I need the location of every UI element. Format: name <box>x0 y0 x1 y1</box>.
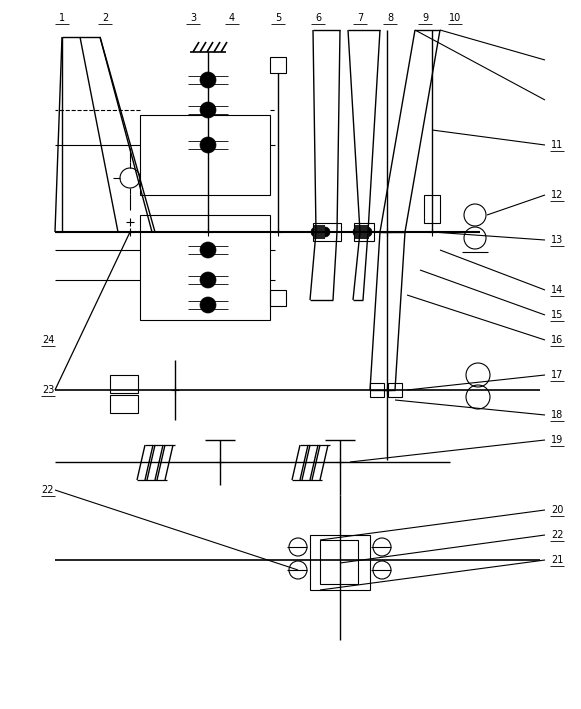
Text: 5: 5 <box>275 13 281 23</box>
Circle shape <box>200 102 216 118</box>
Text: 15: 15 <box>551 310 563 320</box>
Circle shape <box>200 242 216 258</box>
Bar <box>320 540 358 584</box>
Circle shape <box>362 227 372 237</box>
Bar <box>313 225 325 239</box>
Bar <box>313 223 341 241</box>
Text: 6: 6 <box>315 13 321 23</box>
Text: 2: 2 <box>102 13 108 23</box>
Circle shape <box>200 272 216 288</box>
Circle shape <box>311 227 321 237</box>
Circle shape <box>200 72 216 88</box>
Text: 20: 20 <box>551 505 563 515</box>
Bar <box>140 115 270 195</box>
Bar <box>270 290 286 306</box>
Bar <box>388 383 402 397</box>
Circle shape <box>200 137 216 153</box>
Text: 18: 18 <box>551 410 563 420</box>
Text: 12: 12 <box>551 190 563 200</box>
Text: 21: 21 <box>551 555 563 565</box>
Text: 24: 24 <box>42 335 54 345</box>
Text: 7: 7 <box>357 13 363 23</box>
Bar <box>370 383 384 397</box>
Circle shape <box>353 227 363 237</box>
Text: 22: 22 <box>42 485 54 495</box>
Bar <box>270 57 286 73</box>
Text: 14: 14 <box>551 285 563 295</box>
Bar <box>110 375 138 393</box>
Text: 9: 9 <box>422 13 428 23</box>
Text: 4: 4 <box>229 13 235 23</box>
Text: 19: 19 <box>551 435 563 445</box>
Circle shape <box>320 227 330 237</box>
Text: 13: 13 <box>551 235 563 245</box>
Text: 11: 11 <box>551 140 563 150</box>
Bar <box>354 225 369 239</box>
Text: 23: 23 <box>42 385 54 395</box>
Bar <box>354 223 374 241</box>
Text: 22: 22 <box>551 530 563 540</box>
Text: 17: 17 <box>551 370 563 380</box>
Bar <box>140 215 270 320</box>
Bar <box>110 395 138 413</box>
Circle shape <box>200 297 216 313</box>
Bar <box>424 195 440 223</box>
Bar <box>310 535 370 590</box>
Text: 10: 10 <box>449 13 461 23</box>
Text: 3: 3 <box>190 13 196 23</box>
Text: 1: 1 <box>59 13 65 23</box>
Text: 16: 16 <box>551 335 563 345</box>
Text: 8: 8 <box>387 13 393 23</box>
